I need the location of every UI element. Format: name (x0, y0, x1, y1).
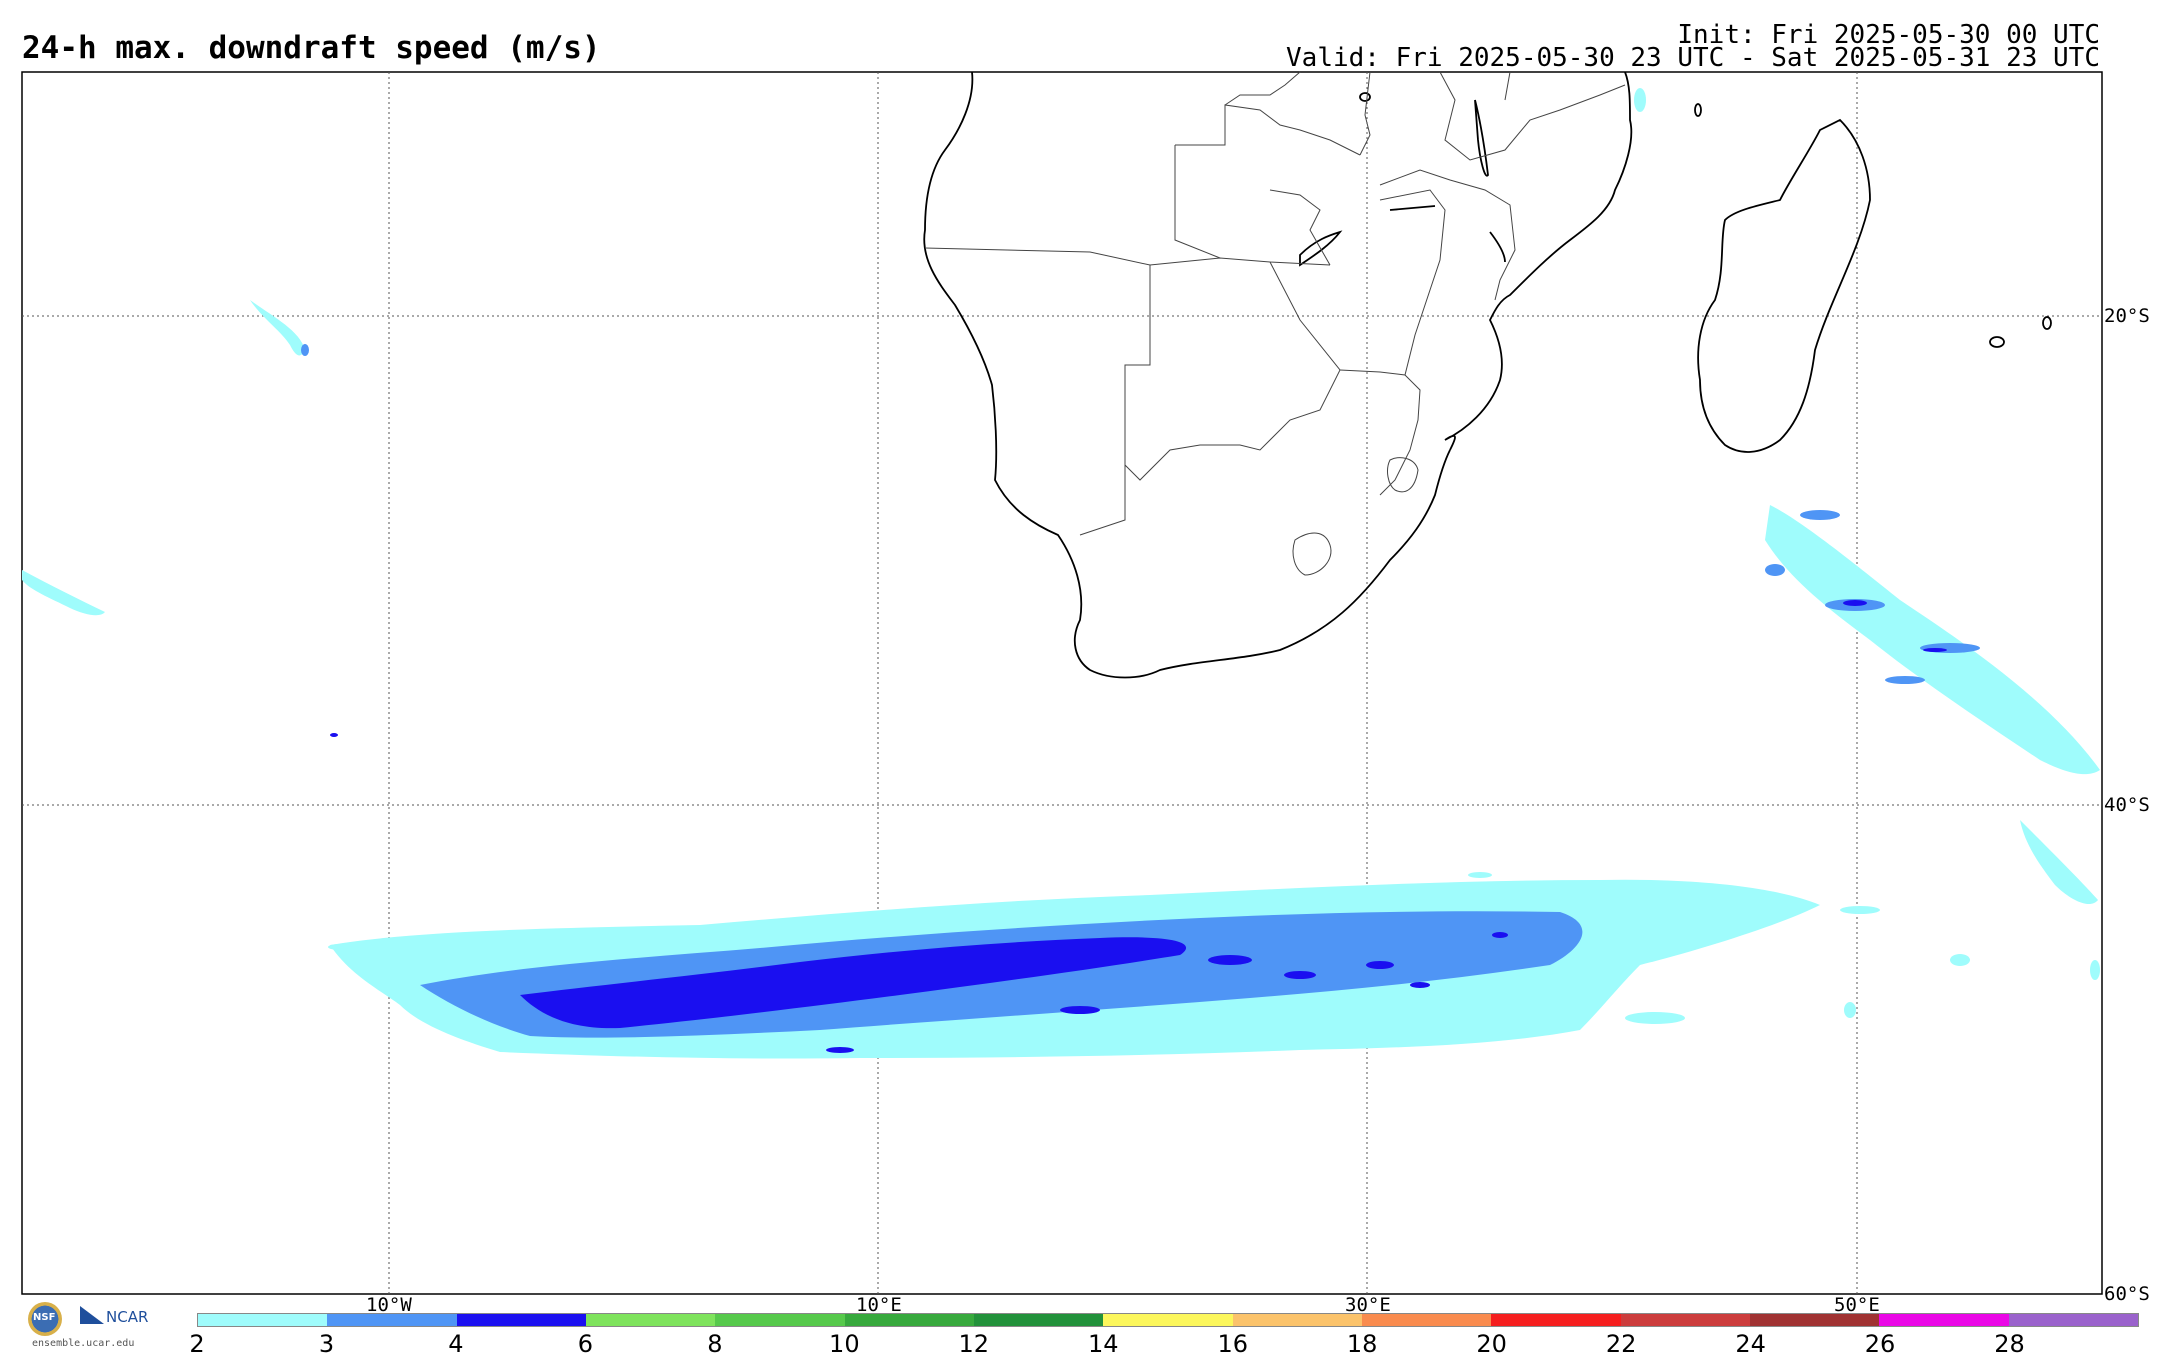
colorbar-swatch (456, 1314, 586, 1326)
colorbar-swatch (198, 1314, 328, 1326)
lon-label-30e: 30°E (1345, 1294, 1391, 1316)
colorbar-ticks: 2 3 4 6 8 10 12 14 16 18 20 22 24 26 28 (189, 1330, 2139, 1358)
africa-east-coast (1444, 71, 1633, 451)
colorbar-swatch (1491, 1314, 1621, 1326)
colorbar-tick-label: 26 (1864, 1330, 1896, 1358)
colorbar-tick-label: 10 (829, 1330, 860, 1358)
lat-label-60s: 60°S (2104, 1283, 2150, 1305)
colorbar-swatch (1749, 1314, 1880, 1326)
country-borders (924, 71, 1626, 576)
colorbar-tick-label: 28 (1994, 1330, 2025, 1358)
colorbar-tick-label: 24 (1735, 1330, 1766, 1358)
africa-west-coast (923, 71, 1451, 679)
lon-label-10w: 10°W (366, 1294, 412, 1316)
colorbar-tick-label: 12 (958, 1330, 990, 1358)
colorbar-tick-label: 6 (577, 1330, 594, 1358)
map-title: 24-h max. downdraft speed (m/s) (22, 30, 601, 66)
madagascar (1697, 118, 1871, 453)
colorbar-swatch (585, 1314, 716, 1326)
colorbar-swatch (1879, 1314, 2009, 1326)
nsf-logo-text: NSF (33, 1312, 56, 1323)
logo-url: ensemble.ucar.edu (32, 1338, 135, 1349)
map-panel (21, 71, 2103, 1295)
colorbar-swatch (715, 1314, 845, 1326)
colorbar-swatch (844, 1314, 974, 1326)
colorbar-swatch (1232, 1314, 1362, 1326)
nsf-logo-icon (28, 1302, 62, 1336)
lake-malawi (1474, 99, 1489, 177)
coastlines (923, 71, 2052, 679)
colorbar-tick-label: 18 (1346, 1330, 1378, 1358)
colorbar-swatch (327, 1314, 457, 1326)
field-dark-band (520, 937, 1187, 1029)
downdraft-field (22, 88, 2100, 1059)
colorbar-tick-label: 22 (1605, 1330, 1637, 1358)
lon-label-10e: 10°E (856, 1294, 902, 1316)
ncar-logo-icon (80, 1306, 104, 1324)
colorbar-tick-label: 2 (189, 1330, 205, 1358)
init-time: Init: Fri 2025-05-30 00 UTC (1677, 20, 2100, 50)
lat-label-20s: 20°S (2104, 305, 2150, 327)
valid-time: Valid: Fri 2025-05-30 23 UTC - Sat 2025-… (1286, 43, 2100, 73)
colorbar-tick-label: 8 (707, 1330, 723, 1358)
gridlines (22, 72, 2102, 1294)
map-frame (21, 71, 2103, 1295)
colorbar-swatch (1361, 1314, 1492, 1326)
logos: NSF NCAR ensemble.ucar.edu (24, 1300, 164, 1350)
colorbar-tick-label: 14 (1087, 1330, 1119, 1358)
colorbar-swatch (973, 1314, 1104, 1326)
colorbar-tick-label: 20 (1476, 1330, 1507, 1358)
ncar-logo-text: NCAR (106, 1308, 149, 1326)
colorbar-swatch (1620, 1314, 1750, 1326)
lat-label-40s: 40°S (2104, 794, 2150, 816)
colorbar-swatch (1103, 1314, 1233, 1326)
colorbar-tick-label: 3 (318, 1330, 335, 1358)
colorbar (197, 1313, 2139, 1327)
colorbar-tick-label: 4 (448, 1330, 464, 1358)
lon-label-50e: 50°E (1834, 1294, 1880, 1316)
colorbar-tick-label: 16 (1217, 1330, 1248, 1358)
colorbar-swatch (2008, 1314, 2138, 1326)
